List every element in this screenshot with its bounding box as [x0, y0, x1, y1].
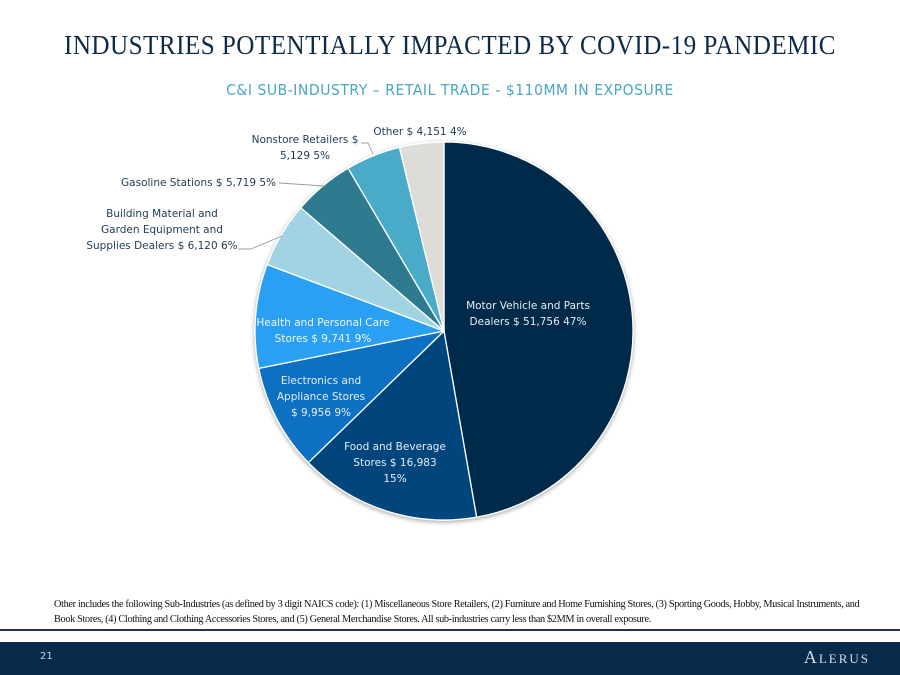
slice-label-line: Food and Beverage	[344, 441, 446, 453]
slice-label-line: Dealers $ 51,756 47%	[470, 316, 587, 328]
slice-label-line: $ 9,956 9%	[291, 407, 351, 419]
footer-bar: 21 Alerus	[0, 642, 900, 675]
slice-label: Motor Vehicle and Parts Dealers $ 51,756 …	[466, 300, 590, 328]
slice-label-line: 5,129 5%	[280, 150, 330, 162]
slice-label: Other $ 4,151 4%	[373, 126, 466, 138]
pie-slices	[254, 141, 634, 521]
slice-label: Electronics and Appliance Stores $ 9,956 9…	[277, 375, 365, 419]
pie-slice-motor-vehicle-and-parts-dealers	[443, 141, 634, 518]
pie-slice-health-and-personal-care-stores	[254, 263, 445, 370]
footnote: Other includes the following Sub-Industr…	[54, 599, 860, 625]
slice-label-line: Appliance Stores	[277, 391, 365, 403]
footer-rule	[0, 629, 900, 631]
slice-label-line: 15%	[383, 473, 406, 485]
slice-label-line: Nonstore Retailers $	[252, 134, 359, 146]
leader-lines	[238, 142, 374, 250]
slice-label: Food and Beverage Stores $ 16,983 15%	[344, 441, 446, 485]
slice-label-line: Building Material and	[106, 208, 218, 220]
leader-line	[278, 182, 326, 187]
slice-label-line: Stores $ 16,983	[353, 457, 436, 469]
slide-title: INDUSTRIES POTENTIALLY IMPACTED BY COVID…	[64, 30, 836, 60]
slice-label: Health and Personal Care Stores $ 9,741 9…	[256, 317, 389, 345]
page-number: 21	[40, 651, 53, 662]
slice-label-line: Other $ 4,151 4%	[373, 126, 466, 138]
slice-label: Nonstore Retailers $ 5,129 5%	[252, 134, 359, 162]
slice-label-line: Electronics and	[281, 375, 361, 387]
slice-label-line: Stores $ 9,741 9%	[275, 333, 372, 345]
chart-subtitle: C&I SUB-INDUSTRY – RETAIL TRADE - $110MM…	[226, 81, 674, 99]
pie-slice-food-and-beverage-stores	[307, 330, 478, 521]
slice-label: Building Material and Garden Equipment an…	[86, 208, 237, 252]
pie-chart: Motor Vehicle and Parts Dealers $ 51,756 …	[86, 126, 634, 521]
slice-label: Gasoline Stations $ 5,719 5%	[121, 177, 276, 189]
slice-label-line: Garden Equipment and	[101, 224, 223, 236]
leader-line	[238, 235, 283, 250]
pie-slice-other	[398, 141, 445, 332]
slice-label-line: Motor Vehicle and Parts	[466, 300, 590, 312]
slice-label-line: Gasoline Stations $ 5,719 5%	[121, 177, 276, 189]
slice-labels: Motor Vehicle and Parts Dealers $ 51,756 …	[86, 126, 590, 485]
pie-slice-electronics-and-appliance-stores	[258, 330, 445, 464]
slice-label-line: Supplies Dealers $ 6,120 6%	[86, 240, 237, 252]
brand-logo: Alerus	[803, 647, 870, 667]
leader-line	[361, 142, 374, 155]
slice-label-line: Health and Personal Care	[256, 317, 389, 329]
